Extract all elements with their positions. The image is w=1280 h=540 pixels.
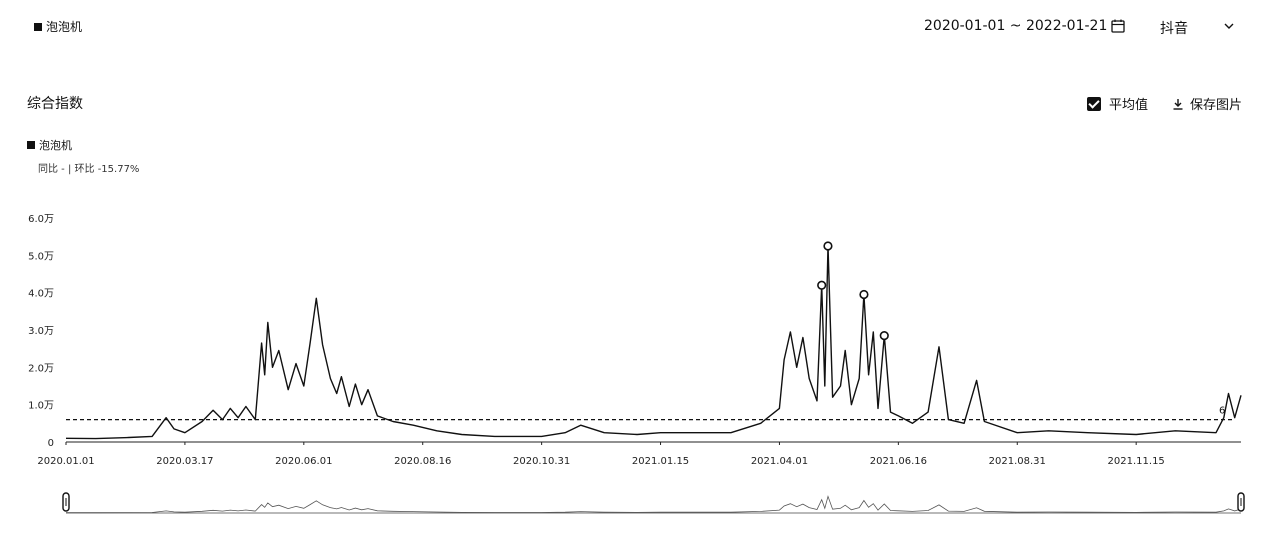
keyword-text: 泡泡机 bbox=[46, 20, 83, 34]
event-marker bbox=[859, 289, 869, 300]
y-tick-label: 5.0万 bbox=[28, 251, 54, 262]
chart-legend[interactable]: 泡泡机 bbox=[27, 137, 72, 153]
y-tick-label: 2.0万 bbox=[28, 363, 54, 374]
download-icon bbox=[1173, 98, 1183, 110]
x-tick-label: 2021.06.16 bbox=[870, 456, 927, 467]
platform-select[interactable]: 抖音 bbox=[1160, 21, 1188, 37]
keyword-square-icon bbox=[34, 22, 42, 31]
x-tick-label: 2020.01.01 bbox=[37, 456, 94, 467]
x-tick-label: 2020.03.17 bbox=[156, 456, 213, 467]
x-tick-label: 2020.08.16 bbox=[394, 456, 451, 467]
y-tick-label: 4.0万 bbox=[28, 289, 54, 300]
series-line bbox=[65, 245, 1242, 440]
event-marker bbox=[879, 331, 889, 341]
y-tick-label: 3.0万 bbox=[28, 326, 54, 337]
x-tick-label: 2020.10.31 bbox=[513, 456, 570, 467]
yoy-mom-stats: 同比 - | 环比 -15.77% bbox=[38, 164, 140, 175]
legend-series-name: 泡泡机 bbox=[39, 139, 72, 152]
x-tick-label: 2021.11.15 bbox=[1108, 456, 1165, 467]
average-label: 平均值 bbox=[1109, 98, 1149, 113]
overview-series-line bbox=[66, 495, 1242, 514]
event-marker bbox=[823, 241, 833, 251]
event-marker bbox=[817, 280, 827, 290]
x-tick-label: 2021.04.01 bbox=[751, 456, 808, 467]
date-range-picker[interactable]: 2020-01-01 ~ 2022-01-21 bbox=[924, 18, 1108, 34]
x-tick-label: 2021.08.31 bbox=[989, 456, 1046, 467]
legend-square-icon bbox=[27, 141, 35, 149]
y-tick-label: 6.0万 bbox=[28, 214, 54, 225]
calendar-icon[interactable] bbox=[1110, 18, 1126, 34]
y-tick-label: 1.0万 bbox=[28, 401, 54, 412]
checkbox-checked-icon[interactable] bbox=[1087, 96, 1101, 111]
chevron-down-icon[interactable] bbox=[1223, 20, 1235, 32]
section-title: 综合指数 bbox=[27, 96, 83, 112]
average-value-label: 6 bbox=[1219, 406, 1225, 417]
x-tick-label: 2021.01.15 bbox=[632, 456, 689, 467]
keyword-label: 泡泡机 bbox=[34, 18, 82, 35]
y-tick-label: 0 bbox=[48, 438, 54, 449]
x-tick-label: 2020.06.01 bbox=[275, 456, 332, 467]
save-image-label: 保存图片 bbox=[1190, 98, 1243, 113]
average-toggle[interactable]: 平均值 bbox=[1087, 94, 1148, 113]
save-image-button[interactable]: 保存图片 bbox=[1172, 94, 1242, 113]
